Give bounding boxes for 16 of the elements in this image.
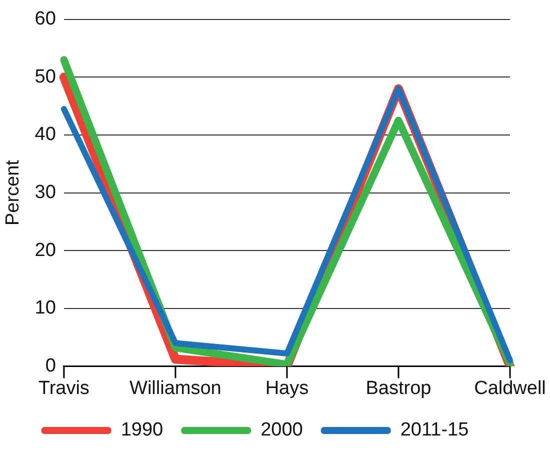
x-tick-label: Hays bbox=[265, 378, 309, 399]
y-tick-label: 30 bbox=[34, 182, 56, 204]
x-tick-label: Williamson bbox=[130, 378, 222, 399]
x-tick-label: Caldwell bbox=[474, 378, 546, 399]
y-axis-title: Percent bbox=[2, 159, 24, 226]
y-tick-label: 10 bbox=[34, 298, 56, 319]
y-tick-label: 60 bbox=[34, 8, 56, 30]
legend-label: 1990 bbox=[120, 420, 164, 441]
x-tick-label: Travis bbox=[38, 378, 90, 399]
legend-label: 2000 bbox=[260, 420, 303, 441]
y-tick-label: 50 bbox=[34, 66, 56, 88]
y-tick-label: 40 bbox=[34, 124, 56, 146]
y-tick-label: 20 bbox=[34, 240, 56, 261]
y-tick-label: 0 bbox=[45, 355, 56, 376]
x-tick-label: Bastrop bbox=[366, 378, 432, 399]
legend-label: 2011-15 bbox=[400, 420, 469, 441]
